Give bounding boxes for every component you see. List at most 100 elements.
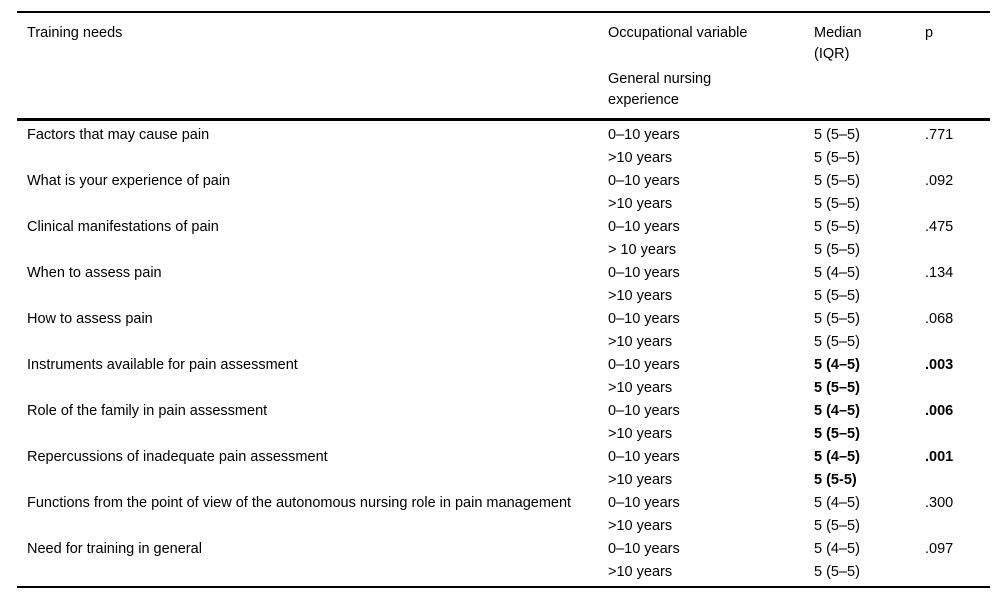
table-row: Need for training in general 0–10 years >1… [27, 538, 990, 584]
p-value: .475 [925, 219, 954, 235]
p-value [925, 147, 990, 170]
occupational-group-value: >10 years [608, 518, 673, 534]
table-row: Instruments available for pain assessmen… [27, 354, 990, 400]
median-iqr-value-column: 5 (4–5) 5 (5–5) [814, 538, 925, 584]
occupational-group-value: >10 years [608, 288, 673, 304]
p-value [925, 239, 990, 262]
training-need-label: Functions from the point of view of the … [27, 495, 572, 511]
median-iqr-value-column: 5 (4–5) 5 (5–5) [814, 354, 925, 400]
median-iqr-value: 5 (5–5) [814, 127, 860, 143]
median-iqr-value: 5 (4–5) [814, 403, 860, 419]
p-value [925, 193, 990, 216]
table-row: What is your experience of pain 0–10 year… [27, 170, 990, 216]
header-p: p [925, 25, 934, 41]
occupational-group-value-column: 0–10 years > 10 years [608, 216, 814, 262]
p-value-column: .300 [925, 492, 990, 538]
subheader-general-nursing-experience: General nursing experience [608, 71, 712, 108]
occupational-group-value: 0–10 years [608, 541, 680, 557]
p-value [925, 469, 990, 492]
median-iqr-value: 5 (5–5) [814, 518, 860, 534]
median-iqr-value: 5 (5–5) [814, 196, 860, 212]
median-iqr-value: 5 (5–5) [814, 150, 860, 166]
p-value-column: .006 [925, 400, 990, 446]
table-body: Factors that may cause pain 0–10 years >10… [17, 121, 990, 586]
p-value-column: .001 [925, 446, 990, 492]
training-need-label: Role of the family in pain assessment [27, 403, 268, 419]
training-need-label: Clinical manifestations of pain [27, 219, 219, 235]
p-value [925, 423, 990, 446]
median-iqr-value: 5 (5–5) [814, 173, 860, 189]
p-value-column: .003 [925, 354, 990, 400]
occupational-group-value: >10 years [608, 426, 673, 442]
p-value [925, 377, 990, 400]
median-iqr-value: 5 (5-5) [814, 472, 857, 488]
occupational-group-value: 0–10 years [608, 311, 680, 327]
occupational-group-value: >10 years [608, 150, 673, 166]
p-value [925, 561, 990, 584]
median-iqr-value-column: 5 (4–5) 5 (5–5) [814, 400, 925, 446]
p-value-column: .092 [925, 170, 990, 216]
p-value: .003 [925, 357, 954, 373]
occupational-group-value: 0–10 years [608, 495, 680, 511]
p-value: .134 [925, 265, 954, 281]
training-need-label: What is your experience of pain [27, 173, 231, 189]
header-training-needs: Training needs [27, 25, 123, 41]
training-need-label: How to assess pain [27, 311, 153, 327]
p-value: .001 [925, 449, 954, 465]
median-iqr-value-column: 5 (5–5) 5 (5–5) [814, 308, 925, 354]
occupational-group-value: 0–10 years [608, 449, 680, 465]
p-value-column: .097 [925, 538, 990, 584]
median-iqr-value: 5 (5–5) [814, 426, 860, 442]
occupational-group-value: >10 years [608, 564, 673, 580]
occupational-group-value: 0–10 years [608, 265, 680, 281]
p-value: .092 [925, 173, 954, 189]
p-value-column: .771 [925, 124, 990, 170]
occupational-group-value: >10 years [608, 472, 673, 488]
training-need-label: Repercussions of inadequate pain assessm… [27, 449, 328, 465]
occupational-group-value-column: 0–10 years >10 years [608, 124, 814, 170]
training-need-label: Instruments available for pain assessmen… [27, 357, 298, 373]
header-occupational-variable: Occupational variable [608, 25, 748, 41]
median-iqr-value: 5 (5–5) [814, 334, 860, 350]
table-row: Factors that may cause pain 0–10 years >10… [27, 124, 990, 170]
median-iqr-value: 5 (4–5) [814, 495, 860, 511]
training-needs-table: Training needs Occupational variable Gen… [17, 11, 990, 588]
median-iqr-value-column: 5 (5–5) 5 (5–5) [814, 170, 925, 216]
median-iqr-value: 5 (5–5) [814, 219, 860, 235]
occupational-group-value-column: 0–10 years >10 years [608, 538, 814, 584]
table-row: Repercussions of inadequate pain assessm… [27, 446, 990, 492]
median-iqr-value: 5 (4–5) [814, 357, 860, 373]
training-need-label: Need for training in general [27, 541, 202, 557]
median-iqr-value: 5 (5–5) [814, 311, 860, 327]
p-value [925, 515, 990, 538]
median-iqr-value: 5 (4–5) [814, 541, 860, 557]
occupational-group-value: 0–10 years [608, 403, 680, 419]
table-header: Training needs Occupational variable Gen… [17, 13, 990, 121]
occupational-group-value: > 10 years [608, 242, 677, 258]
training-need-label: When to assess pain [27, 265, 162, 281]
p-value: .771 [925, 127, 954, 143]
occupational-group-value: 0–10 years [608, 127, 680, 143]
median-iqr-value: 5 (4–5) [814, 449, 860, 465]
occupational-group-value: 0–10 years [608, 357, 680, 373]
median-iqr-value: 5 (5–5) [814, 288, 860, 304]
header-median-iqr: Median (IQR) [814, 25, 862, 62]
occupational-group-value-column: 0–10 years >10 years [608, 170, 814, 216]
occupational-group-value-column: 0–10 years >10 years [608, 262, 814, 308]
occupational-group-value: 0–10 years [608, 173, 680, 189]
occupational-group-value: >10 years [608, 196, 673, 212]
occupational-group-value-column: 0–10 years >10 years [608, 354, 814, 400]
median-iqr-value-column: 5 (4–5) 5 (5-5) [814, 446, 925, 492]
occupational-group-value-column: 0–10 years >10 years [608, 492, 814, 538]
p-value [925, 285, 990, 308]
table-row: When to assess pain 0–10 years >10 years 5 … [27, 262, 990, 308]
median-iqr-value-column: 5 (4–5) 5 (5–5) [814, 262, 925, 308]
occupational-group-value-column: 0–10 years >10 years [608, 446, 814, 492]
p-value-column: .134 [925, 262, 990, 308]
median-iqr-value: 5 (4–5) [814, 265, 860, 281]
p-value: .006 [925, 403, 954, 419]
median-iqr-value-column: 5 (5–5) 5 (5–5) [814, 124, 925, 170]
p-value: .097 [925, 541, 954, 557]
training-need-label: Factors that may cause pain [27, 127, 210, 143]
